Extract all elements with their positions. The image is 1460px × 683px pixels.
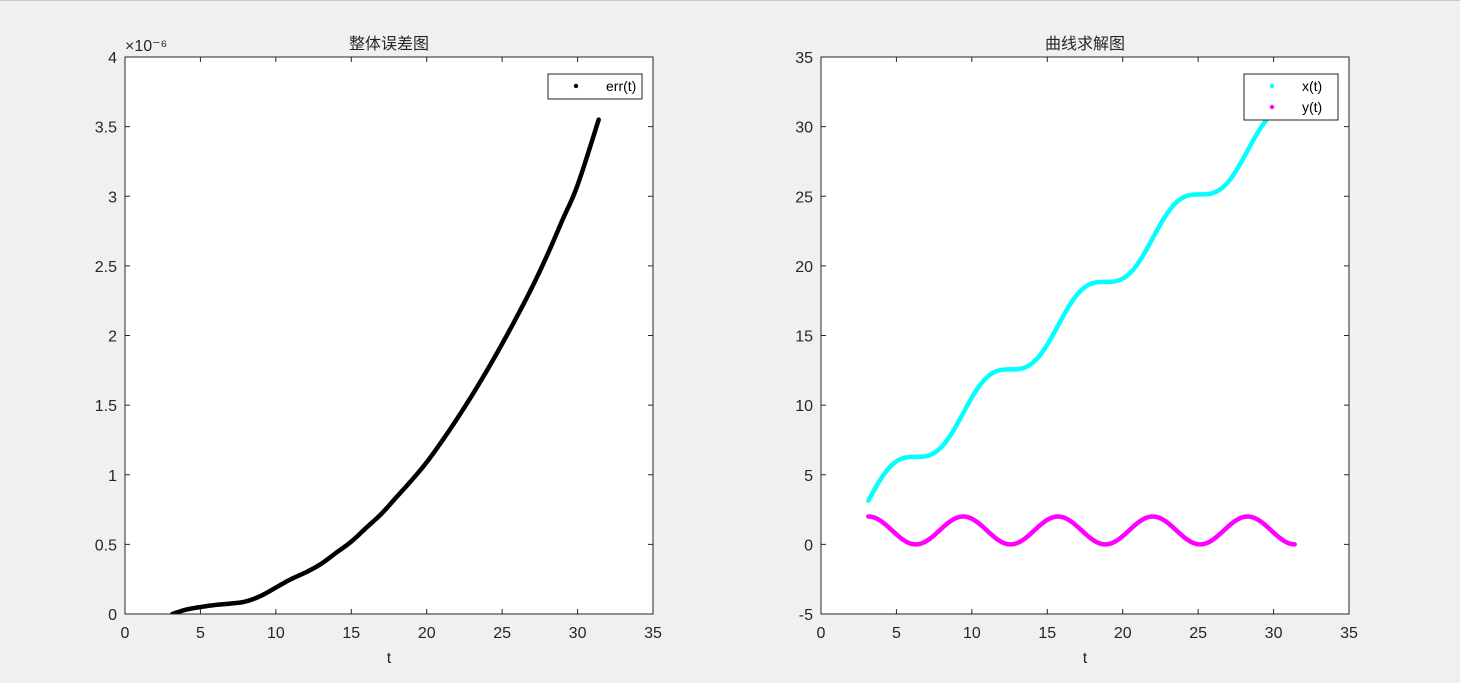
y-tick-label: 1.5 bbox=[95, 398, 117, 415]
y-tick-label: 5 bbox=[804, 468, 813, 485]
x-tick-label: 20 bbox=[1114, 625, 1132, 642]
x-tick-label: 15 bbox=[342, 625, 360, 642]
x-tick-label: 0 bbox=[121, 625, 130, 642]
chart-title: 曲线求解图 bbox=[1045, 35, 1125, 53]
axes-1: 0 5 10 15 20 25 30 35 0 0.5 1 1.5 2 2.5 3 3.5 4 ×10⁻⁶ 整体误差… bbox=[95, 35, 662, 667]
y-tick-label: 25 bbox=[795, 189, 813, 206]
legend-label: y(t) bbox=[1302, 99, 1322, 115]
x-tick-label: 25 bbox=[493, 625, 511, 642]
y-tick-label: 4 bbox=[108, 50, 117, 67]
y-tick-label: 0.5 bbox=[95, 537, 117, 554]
y-tick-label: 15 bbox=[795, 329, 813, 346]
x-axis-label: t bbox=[387, 650, 392, 667]
y-tick-label: 10 bbox=[795, 398, 813, 415]
y-tick-label: 1 bbox=[108, 468, 117, 485]
y-exponent-label: ×10⁻⁶ bbox=[125, 38, 167, 55]
x-tick-label: 35 bbox=[644, 625, 662, 642]
y-tick-label: 3 bbox=[108, 189, 117, 206]
x-tick-label: 30 bbox=[569, 625, 587, 642]
legend: err(t) bbox=[547, 73, 643, 100]
legend-box bbox=[547, 73, 643, 100]
chart-title: 整体误差图 bbox=[349, 35, 429, 53]
y-tick-label: -5 bbox=[799, 607, 813, 624]
x-axis-label: t bbox=[1083, 650, 1088, 667]
x-tick-label: 30 bbox=[1265, 625, 1283, 642]
y-tick-label: 3.5 bbox=[95, 120, 117, 137]
x-tick-label: 10 bbox=[267, 625, 285, 642]
y-tick-label: 0 bbox=[108, 607, 117, 624]
legend-box bbox=[1243, 73, 1339, 121]
series-layer bbox=[866, 104, 1297, 547]
legend-marker-x(t) bbox=[1269, 83, 1275, 89]
series-err(t)-curve bbox=[170, 117, 601, 614]
series-x(t)-curve bbox=[866, 104, 1297, 503]
x-tick-label: 25 bbox=[1189, 625, 1207, 642]
legend-marker-y(t) bbox=[1269, 104, 1275, 110]
y-tick-label: 20 bbox=[795, 259, 813, 276]
legend-label: x(t) bbox=[1302, 78, 1322, 94]
series-y(t)-curve bbox=[866, 514, 1297, 547]
x-tick-label: 5 bbox=[892, 625, 901, 642]
legend-marker-err(t) bbox=[573, 83, 579, 89]
x-tick-label: 0 bbox=[817, 625, 826, 642]
plot-area bbox=[125, 57, 653, 614]
x-tick-label: 20 bbox=[418, 625, 436, 642]
x-tick-label: 15 bbox=[1038, 625, 1056, 642]
y-tick-label: 2 bbox=[108, 329, 117, 346]
axes-2: 0 5 10 15 20 25 30 35-505101520253035曲线求解图tx(t)… bbox=[795, 35, 1358, 667]
series-layer bbox=[170, 117, 601, 614]
y-tick-label: 2.5 bbox=[95, 259, 117, 276]
legend-label: err(t) bbox=[606, 78, 636, 94]
x-tick-label: 35 bbox=[1340, 625, 1358, 642]
x-tick-label: 10 bbox=[963, 625, 981, 642]
y-tick-label: 0 bbox=[804, 537, 813, 554]
legend: x(t) y(t) bbox=[1243, 73, 1339, 121]
x-tick-label: 5 bbox=[196, 625, 205, 642]
y-tick-label: 30 bbox=[795, 120, 813, 137]
y-tick-label: 35 bbox=[795, 50, 813, 67]
